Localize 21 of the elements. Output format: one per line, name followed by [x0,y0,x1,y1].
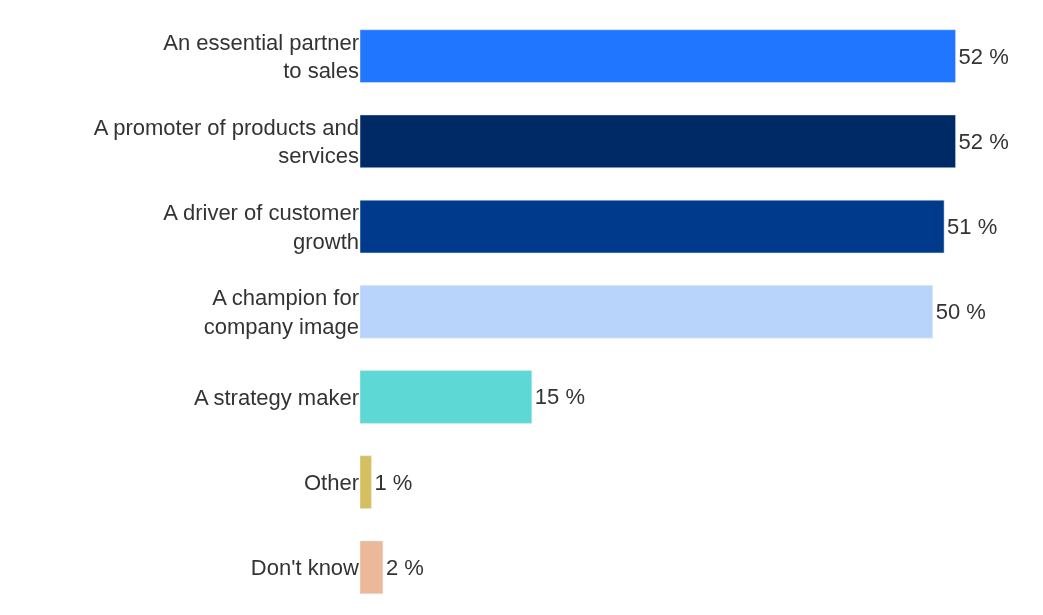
bar [360,370,533,424]
data-label: 15 % [534,384,585,410]
bar [360,455,372,509]
data-label: 52 % [958,128,1009,154]
y-tick-label: Other [303,469,359,495]
data-label: 50 % [935,299,986,325]
y-tick-label: A strategy maker [193,384,359,410]
bar [360,540,384,595]
bar [360,114,956,168]
y-tick-label: A champion for company image [203,285,359,339]
bar [360,285,933,339]
data-label: 2 % [385,554,424,580]
y-tick-label: Don't know [250,555,360,581]
bar [360,199,945,254]
y-tick-label: An essential partner to sales [163,29,359,84]
bar [360,29,956,83]
y-tick-label: A driver of customer growth [163,199,359,254]
data-label: 1 % [374,469,413,495]
data-label: 51 % [947,214,998,240]
y-tick-label: A promoter of products and services [93,114,359,169]
data-label: 52 % [958,43,1009,69]
